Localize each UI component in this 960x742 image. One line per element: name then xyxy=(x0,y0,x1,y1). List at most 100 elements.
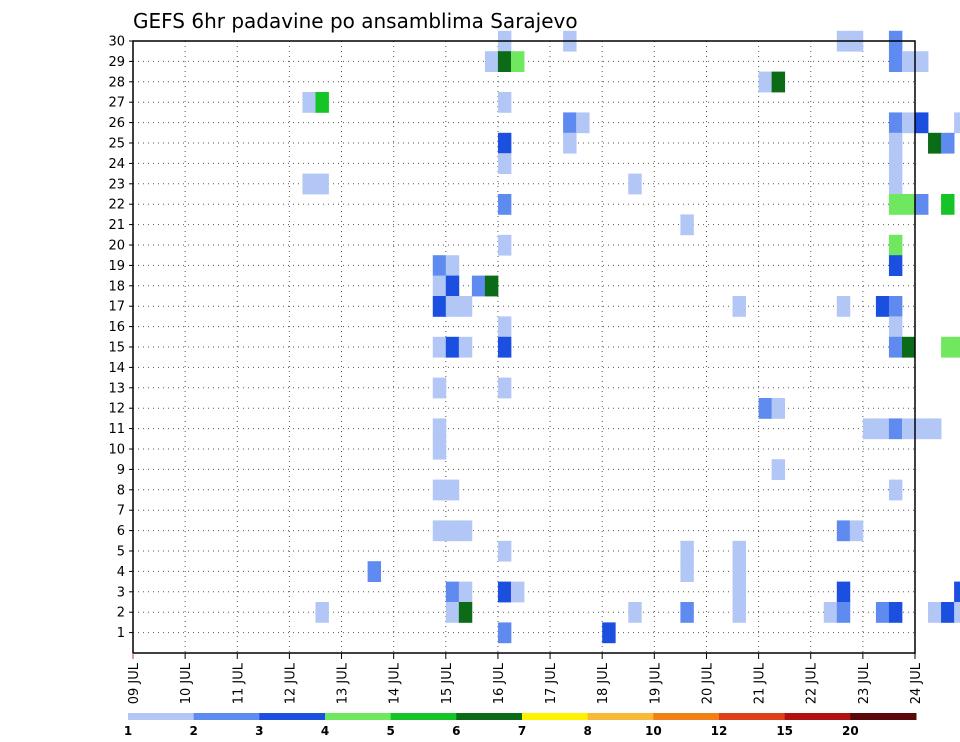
legend-swatch xyxy=(259,713,326,720)
y-tick-label: 28 xyxy=(108,75,125,90)
data-cell xyxy=(758,398,773,419)
data-cell xyxy=(875,418,890,440)
legend-swatch xyxy=(390,713,457,720)
x-tick-label: 24 JUL xyxy=(909,662,924,704)
legend-swatch xyxy=(193,713,260,720)
data-cell xyxy=(888,173,903,195)
data-cell xyxy=(497,540,512,562)
y-tick-label: 22 xyxy=(108,198,125,213)
data-cell xyxy=(445,581,460,603)
data-cell xyxy=(680,561,694,582)
data-cell xyxy=(445,520,460,542)
data-cell xyxy=(941,132,955,154)
data-cell xyxy=(954,112,960,134)
data-cell xyxy=(497,153,512,174)
data-cell xyxy=(928,418,942,440)
data-cell xyxy=(563,112,577,134)
data-cell xyxy=(471,275,486,297)
data-cell xyxy=(771,71,786,93)
legend-swatch xyxy=(456,713,523,720)
data-cell xyxy=(432,418,447,440)
data-cell xyxy=(888,234,903,256)
data-cell xyxy=(432,377,447,399)
data-cell xyxy=(445,296,460,317)
legend-swatch xyxy=(325,713,392,720)
legend-label: 20 xyxy=(842,724,859,738)
data-cell xyxy=(432,336,447,358)
data-cell xyxy=(888,132,903,154)
y-tick-label: 4 xyxy=(117,565,125,580)
data-cell xyxy=(432,255,447,276)
y-tick-label: 20 xyxy=(108,239,125,254)
data-cell xyxy=(732,581,746,603)
data-cell xyxy=(445,255,460,276)
data-cell xyxy=(315,602,329,623)
data-cell xyxy=(954,602,960,623)
x-tick-label: 13 JUL xyxy=(336,662,351,704)
x-tick-label: 10 JUL xyxy=(179,662,194,704)
data-cell xyxy=(576,112,590,134)
y-tick-label: 16 xyxy=(108,320,125,335)
data-cell xyxy=(954,336,960,358)
y-tick-label: 21 xyxy=(108,218,125,233)
data-cell xyxy=(888,316,903,338)
x-tick-label: 11 JUL xyxy=(231,662,246,704)
y-tick-label: 19 xyxy=(108,259,125,274)
legend-swatch xyxy=(784,713,851,720)
x-tick-label: 20 JUL xyxy=(700,662,715,704)
y-axis: 1234567891011121314151617181920212223242… xyxy=(108,35,133,641)
x-tick-label: 18 JUL xyxy=(596,662,611,704)
data-cell xyxy=(875,296,890,317)
data-cells xyxy=(302,30,960,644)
data-cell xyxy=(888,336,903,358)
data-cell xyxy=(849,520,864,542)
data-cell xyxy=(888,153,903,174)
data-cell xyxy=(771,459,786,480)
data-cell xyxy=(458,336,473,358)
data-cell xyxy=(888,418,903,440)
data-cell xyxy=(732,296,746,317)
data-cell xyxy=(563,132,577,154)
data-cell xyxy=(628,602,642,623)
data-cell xyxy=(928,602,942,623)
y-tick-label: 5 xyxy=(117,545,125,560)
legend-swatch xyxy=(522,713,589,720)
data-cell xyxy=(302,92,316,113)
data-cell xyxy=(954,581,960,603)
data-cell xyxy=(680,214,694,236)
y-tick-label: 9 xyxy=(117,463,125,478)
x-tick-label: 12 JUL xyxy=(283,662,298,704)
y-tick-label: 3 xyxy=(117,585,125,600)
legend-label: 10 xyxy=(645,724,662,738)
data-cell xyxy=(941,602,955,623)
legend-label: 12 xyxy=(711,724,728,738)
data-cell xyxy=(901,51,916,72)
data-cell xyxy=(497,377,512,399)
y-tick-label: 1 xyxy=(117,626,125,641)
y-tick-label: 7 xyxy=(117,504,125,519)
data-cell xyxy=(888,255,903,276)
data-cell xyxy=(458,520,473,542)
data-cell xyxy=(901,336,916,358)
data-cell xyxy=(915,194,929,215)
legend-label: 4 xyxy=(321,724,329,738)
x-tick-label: 15 JUL xyxy=(440,662,455,704)
data-cell xyxy=(915,418,929,440)
data-cell xyxy=(484,275,499,297)
data-cell xyxy=(445,479,460,501)
colorbar-legend: 1 2 3 4 5 6 7 8 10 12 15 20 xyxy=(124,713,917,738)
data-cell xyxy=(497,336,512,358)
data-cell xyxy=(888,112,903,134)
data-cell xyxy=(432,479,447,501)
data-cell xyxy=(315,173,329,195)
data-cell xyxy=(497,132,512,154)
y-tick-label: 12 xyxy=(108,402,125,417)
data-cell xyxy=(497,316,512,338)
legend-label: 3 xyxy=(255,724,263,738)
data-cell xyxy=(497,51,512,72)
data-cell xyxy=(432,296,447,317)
data-cell xyxy=(497,92,512,113)
data-cell xyxy=(915,51,929,72)
data-cell xyxy=(836,520,851,542)
data-cell xyxy=(484,51,499,72)
